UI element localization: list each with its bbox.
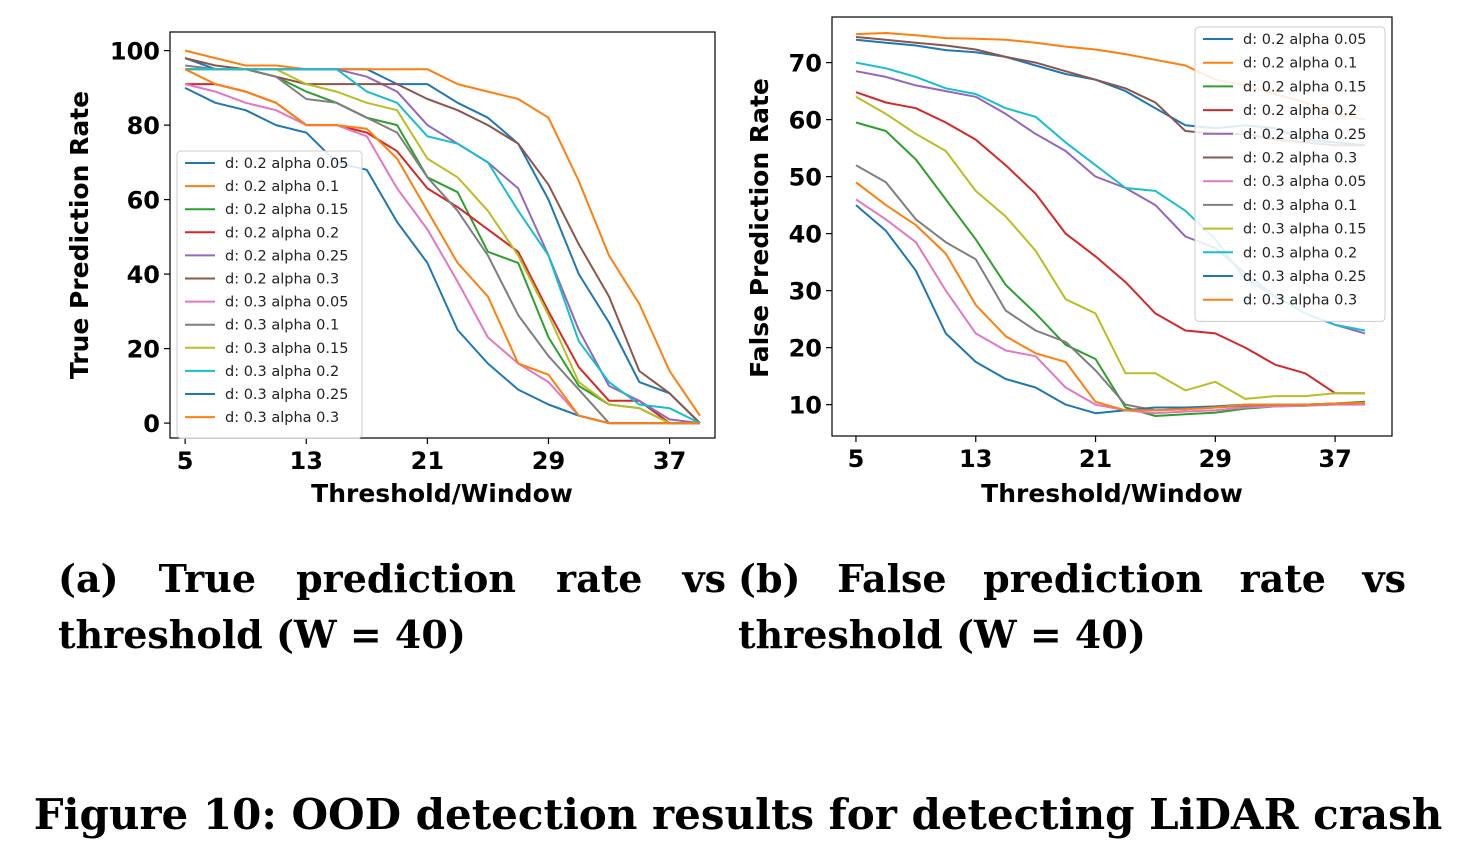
y-tick-label: 40 — [127, 261, 160, 289]
plot-frame — [831, 16, 1393, 437]
x-tick-label: 13 — [959, 445, 992, 473]
legend: d: 0.2 alpha 0.05 d: 0.2 alpha 0.1 d: 0.2 … — [1194, 26, 1386, 322]
legend-label: d: 0.3 alpha 0.25 — [225, 387, 348, 403]
plot-frame — [169, 31, 716, 439]
x-tick-label: 37 — [653, 447, 686, 475]
subcaption-a: (a) True prediction rate vs threshold (W… — [58, 556, 726, 657]
legend-label: d: 0.3 alpha 0.1 — [1243, 198, 1357, 214]
legend-box — [1194, 26, 1386, 322]
legend-label: d: 0.3 alpha 0.05 — [1243, 174, 1366, 190]
figure-caption: Figure 10: OOD detection results for det… — [33, 790, 1443, 839]
x-tick-label: 21 — [411, 447, 444, 475]
legend-box — [176, 150, 363, 439]
x-tick-label: 29 — [532, 447, 565, 475]
legend-label: d: 0.2 alpha 0.05 — [225, 156, 348, 172]
legend-label: d: 0.3 alpha 0.1 — [225, 318, 339, 334]
y-tick-label: 60 — [789, 107, 822, 135]
series-line-1 — [184, 49, 701, 417]
legend-label: d: 0.2 alpha 0.25 — [1243, 127, 1366, 143]
y-tick-label: 80 — [127, 112, 160, 140]
chart-true-prediction-rate: 5 13 21 29 37 0 20 40 60 80 100 Threshold/Window Tru… — [65, 31, 716, 508]
series-line-3 — [855, 91, 1365, 395]
y-axis-title: False Prediction Rate — [745, 78, 774, 378]
series-line-11 — [184, 68, 700, 425]
x-axis-title: Threshold/Window — [311, 479, 573, 508]
series-line-9 — [185, 68, 701, 424]
x-tick-label: 29 — [1199, 445, 1232, 473]
subcaption-b: (b) False prediction rate vs threshold (… — [738, 556, 1406, 657]
x-tick-label: 37 — [1318, 445, 1351, 473]
x-tick-label: 5 — [177, 447, 194, 475]
legend-label: d: 0.3 alpha 0.05 — [225, 295, 348, 311]
series-line-6 — [855, 198, 1365, 415]
y-tick-label: 30 — [789, 278, 822, 306]
legend-label: d: 0.2 alpha 0.05 — [1243, 32, 1366, 48]
chart-false-prediction-rate: 5 13 21 29 37 10 20 30 40 50 60 70 Threshold/Window F… — [745, 16, 1393, 508]
legend-label: d: 0.3 alpha 0.2 — [225, 364, 339, 380]
y-tick-label: 10 — [789, 392, 822, 420]
y-tick-label: 20 — [789, 335, 822, 363]
legend-label: d: 0.2 alpha 0.2 — [225, 225, 339, 241]
y-tick-label: 100 — [110, 38, 160, 66]
x-tick-label: 13 — [290, 447, 323, 475]
legend: d: 0.2 alpha 0.05 d: 0.2 alpha 0.1 d: 0.2 … — [176, 150, 363, 439]
legend-label: d: 0.2 alpha 0.1 — [225, 179, 339, 195]
y-tick-label: 40 — [789, 221, 822, 249]
legend-label: d: 0.3 alpha 0.25 — [1243, 269, 1366, 285]
legend-label: d: 0.2 alpha 0.1 — [1243, 56, 1357, 72]
y-axis-title: True Prediction Rate — [65, 91, 94, 379]
y-tick-label: 60 — [127, 187, 160, 215]
y-tick-label: 20 — [127, 336, 160, 364]
y-tick-label: 50 — [789, 164, 822, 192]
legend-label: d: 0.2 alpha 0.15 — [225, 202, 348, 218]
series-line-8 — [855, 95, 1365, 400]
legend-label: d: 0.2 alpha 0.15 — [1243, 79, 1366, 95]
legend-label: d: 0.2 alpha 0.3 — [1243, 151, 1357, 167]
legend-label: d: 0.3 alpha 0.15 — [225, 341, 348, 357]
legend-label: d: 0.2 alpha 0.25 — [225, 248, 348, 264]
legend-label: d: 0.2 alpha 0.3 — [225, 272, 339, 288]
legend-label: d: 0.3 alpha 0.3 — [1243, 293, 1357, 309]
legend-label: d: 0.3 alpha 0.15 — [1243, 222, 1366, 238]
legend-label: d: 0.2 alpha 0.2 — [1243, 103, 1357, 119]
legend-label: d: 0.3 alpha 0.3 — [225, 410, 339, 426]
x-tick-label: 5 — [848, 445, 865, 473]
series-line-11 — [855, 181, 1366, 412]
y-tick-label: 70 — [789, 50, 822, 78]
legend-label: d: 0.3 alpha 0.2 — [1243, 245, 1357, 261]
x-axis-title: Threshold/Window — [981, 479, 1243, 508]
x-tick-label: 21 — [1079, 445, 1112, 473]
y-tick-label: 0 — [143, 410, 160, 438]
